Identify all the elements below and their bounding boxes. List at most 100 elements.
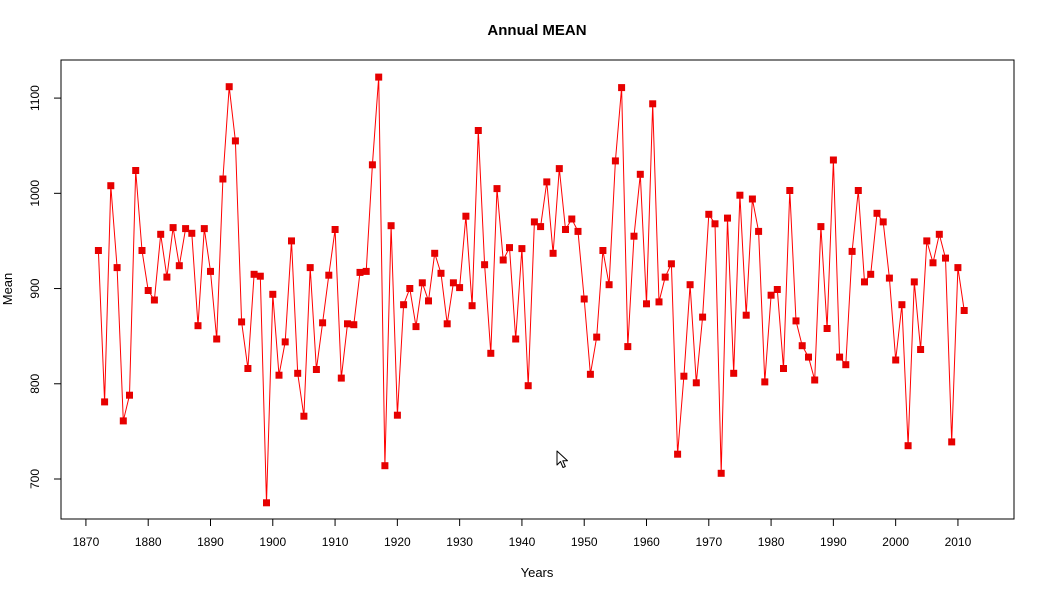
data-point-1896 [244, 365, 252, 372]
data-point-1978 [755, 227, 763, 235]
data-point-1916 [368, 161, 376, 169]
data-point-1926 [431, 249, 439, 257]
y-tick-label: 1100 [28, 85, 42, 111]
data-point-1999 [885, 274, 893, 282]
data-point-2006 [929, 259, 937, 267]
data-point-1921 [400, 301, 408, 309]
data-point-2010 [954, 264, 962, 272]
data-point-1888 [194, 322, 202, 330]
data-point-1899 [263, 499, 270, 507]
data-point-1886 [182, 225, 190, 233]
data-point-1901 [275, 371, 283, 379]
series-line [97, 77, 965, 503]
data-point-1977 [748, 195, 756, 203]
data-point-1904 [294, 369, 302, 377]
data-point-1992 [842, 361, 850, 369]
data-point-1948 [568, 215, 576, 223]
data-point-1919 [387, 222, 395, 230]
data-point-1930 [456, 284, 464, 292]
data-point-1968 [692, 379, 700, 387]
data-point-1910 [331, 226, 339, 233]
data-point-1875 [113, 264, 121, 272]
data-point-1911 [337, 374, 345, 382]
data-point-1898 [256, 272, 264, 280]
x-tick-label: 2000 [882, 535, 909, 549]
y-axis: 700 800 900 1000 1100 [28, 85, 62, 489]
data-point-1973 [724, 214, 731, 222]
data-point-1935 [487, 349, 495, 357]
data-point-2007 [935, 230, 943, 238]
data-point-1882 [157, 230, 165, 238]
x-tick-label: 1960 [633, 535, 660, 549]
data-point-1928 [443, 320, 451, 328]
data-point-1997 [873, 209, 881, 217]
x-axis-label: Years [521, 565, 554, 580]
data-point-2004 [917, 346, 925, 353]
data-point-1929 [449, 279, 457, 287]
data-point-1972 [717, 469, 725, 477]
data-point-1878 [132, 167, 140, 174]
data-point-1982 [780, 365, 787, 372]
data-point-1994 [854, 187, 862, 194]
data-point-1908 [319, 319, 327, 327]
data-point-1889 [200, 225, 208, 233]
x-tick-label: 1940 [509, 535, 536, 549]
data-point-1986 [805, 353, 812, 361]
data-point-1943 [537, 223, 545, 231]
data-point-1914 [356, 268, 364, 276]
data-point-1939 [512, 335, 520, 343]
data-point-1931 [462, 212, 470, 220]
data-point-1895 [238, 318, 246, 326]
x-tick-label: 1920 [384, 535, 411, 549]
data-point-1960 [643, 300, 650, 308]
data-point-1980 [767, 291, 775, 299]
data-point-2009 [948, 438, 956, 446]
data-point-1987 [811, 376, 819, 384]
data-point-1874 [107, 182, 115, 190]
data-point-1893 [225, 83, 233, 91]
data-point-1902 [281, 338, 289, 346]
x-axis: 1870 1880 1890 1900 1910 1920 1930 1940 1950 1960… [73, 518, 972, 549]
data-point-2011 [960, 307, 968, 314]
data-point-1991 [836, 353, 844, 361]
data-point-2000 [892, 356, 900, 364]
data-point-1958 [630, 232, 638, 240]
data-point-1967 [686, 281, 694, 289]
data-point-1918 [381, 462, 389, 470]
data-point-1906 [306, 264, 314, 272]
data-point-1917 [375, 73, 383, 81]
data-point-1925 [425, 297, 432, 305]
data-point-1938 [506, 244, 513, 252]
data-point-1900 [269, 290, 277, 298]
data-point-1903 [288, 237, 295, 245]
data-point-1922 [406, 285, 414, 292]
data-point-2002 [904, 442, 912, 450]
data-point-1949 [574, 227, 582, 235]
data-point-1884 [169, 224, 177, 232]
data-point-1934 [481, 261, 489, 269]
data-point-1975 [736, 191, 744, 199]
data-point-1998 [879, 218, 887, 226]
y-tick-label: 800 [28, 373, 42, 393]
x-tick-label: 1970 [695, 535, 722, 549]
data-point-1995 [861, 278, 868, 286]
x-tick-label: 1990 [820, 535, 847, 549]
data-point-1983 [786, 187, 794, 194]
data-point-1927 [437, 269, 445, 277]
data-point-1885 [175, 262, 183, 270]
data-point-1891 [213, 335, 221, 343]
data-point-1940 [518, 245, 526, 253]
data-point-1955 [611, 157, 619, 165]
data-point-1915 [362, 267, 370, 275]
data-point-1933 [474, 127, 482, 134]
x-tick-label: 1930 [446, 535, 473, 549]
data-point-1923 [412, 323, 420, 331]
data-point-1876 [119, 417, 127, 425]
data-point-1909 [325, 271, 333, 279]
x-tick-label: 2010 [945, 535, 972, 549]
data-point-1881 [150, 296, 158, 304]
data-point-1883 [163, 273, 171, 281]
data-point-1936 [493, 185, 501, 193]
data-point-2005 [923, 237, 931, 245]
data-point-1947 [562, 226, 569, 233]
